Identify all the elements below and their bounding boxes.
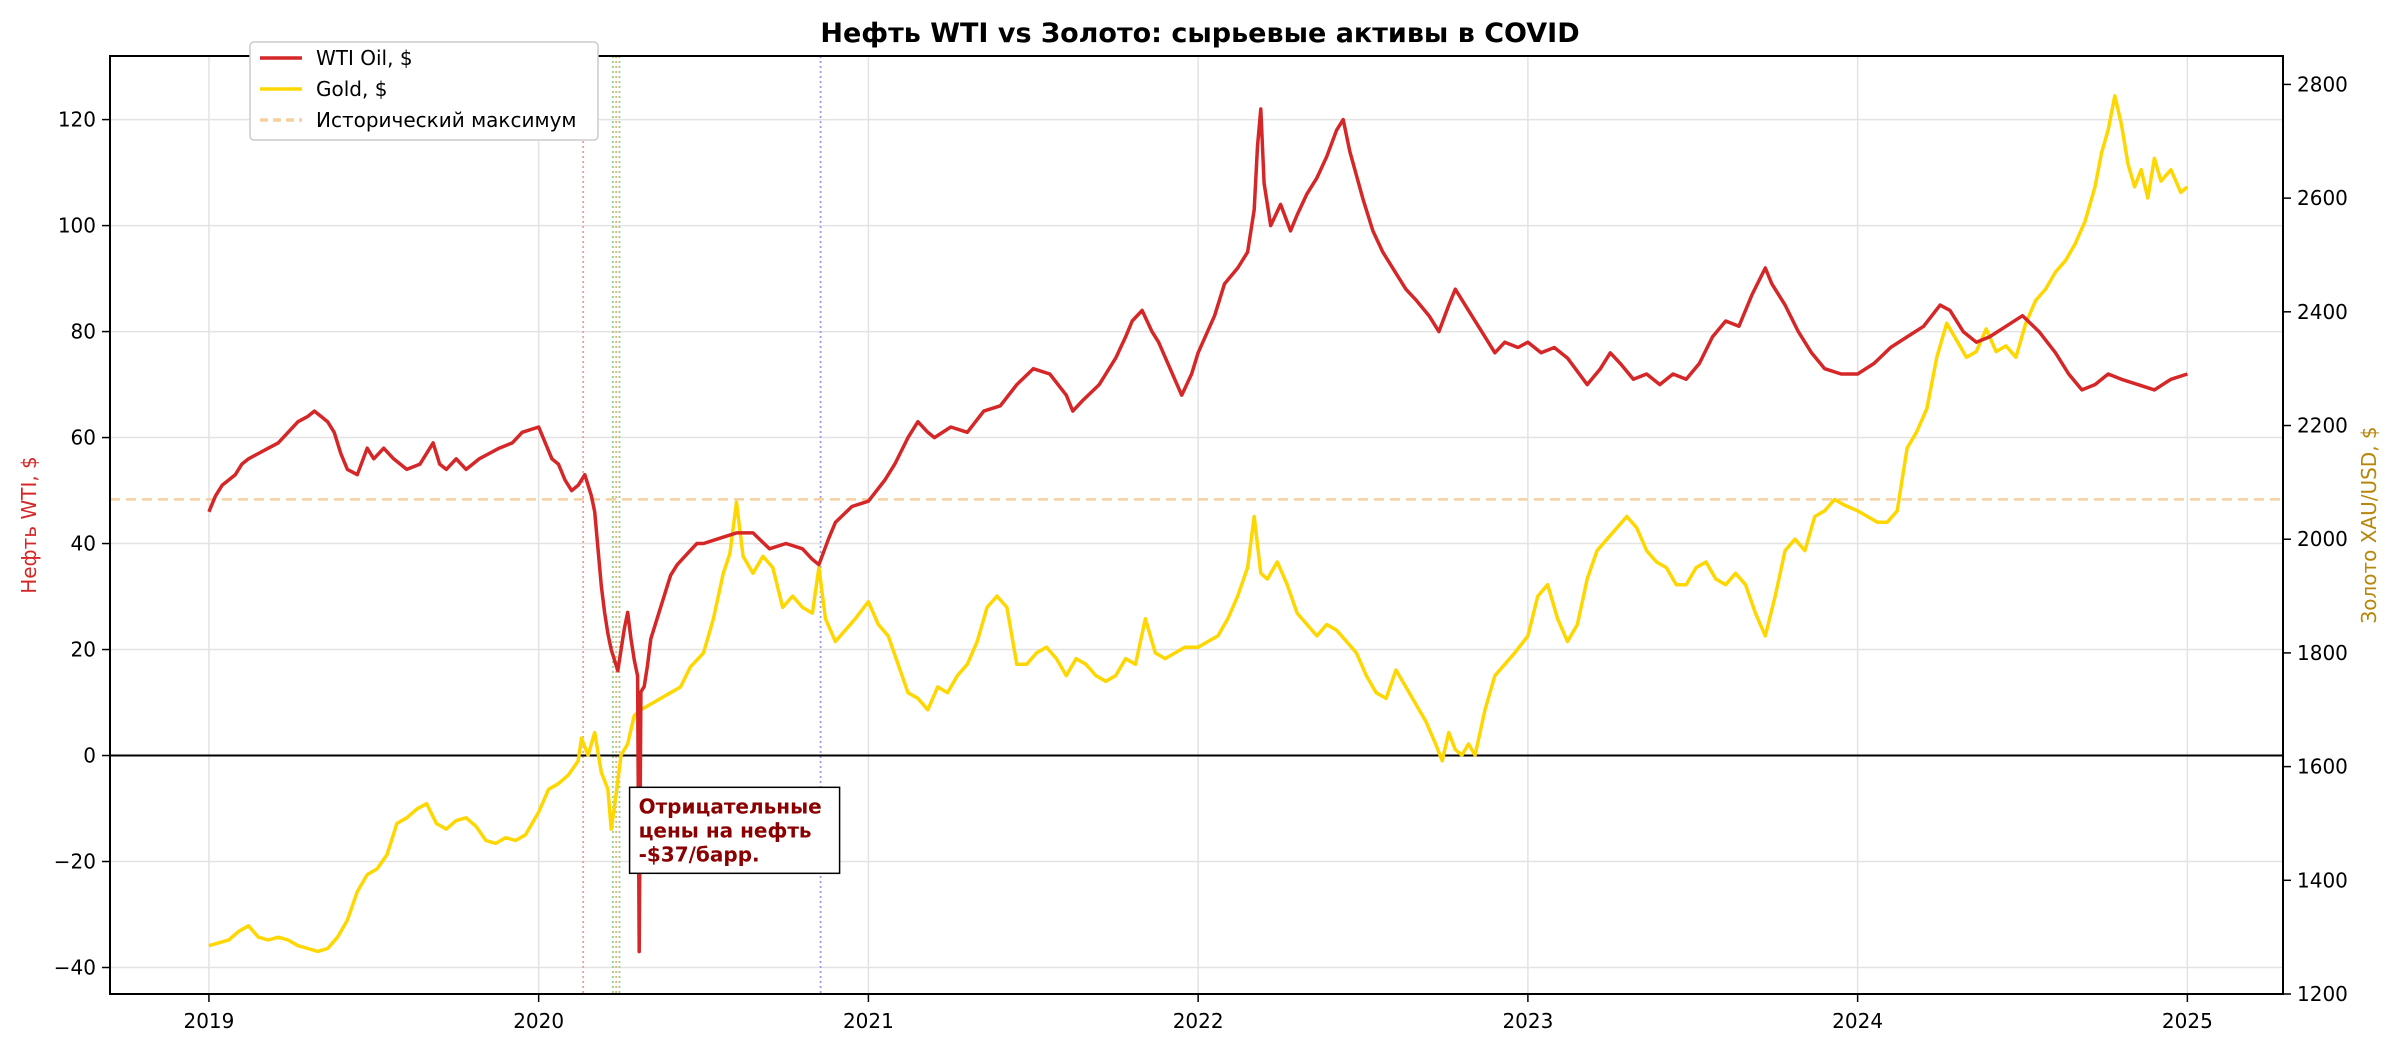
annotation-text-line: -$37/барр.	[639, 842, 760, 866]
legend: WTI Oil, $ Gold, $ Исторический максимум	[249, 41, 599, 141]
x-tick-label: 2020	[513, 1009, 564, 1033]
y-tick-label-left: 80	[71, 320, 96, 344]
y-tick-label-left: −20	[54, 850, 96, 874]
y-tick-label-right: 1200	[2297, 982, 2348, 1006]
plot-frame	[109, 55, 2284, 995]
annotation-text-line: Отрицательные	[639, 794, 822, 818]
y-tick-label-right: 1400	[2297, 868, 2348, 892]
series-layer	[207, 94, 2189, 954]
gold-series-line	[208, 94, 2189, 954]
x-tick-label: 2025	[2162, 1009, 2213, 1033]
y-tick-label-left: −40	[54, 956, 96, 980]
x-tick-label: 2019	[183, 1009, 234, 1033]
x-tick-label: 2021	[843, 1009, 894, 1033]
legend-box	[249, 41, 599, 141]
y-tick-label-left: 0	[83, 744, 96, 768]
x-tick-label: 2024	[1832, 1009, 1883, 1033]
oil-series-line	[207, 107, 2188, 954]
y-tick-label-right: 2800	[2297, 72, 2348, 96]
y-axis-label-right: Золото XAU/USD, $	[2357, 426, 2381, 623]
x-tick-label: 2022	[1173, 1009, 1224, 1033]
y-tick-label-left: 100	[58, 214, 96, 238]
annotation-box	[628, 786, 841, 875]
y-tick-label-left: 120	[58, 108, 96, 132]
y-tick-label-right: 2200	[2297, 414, 2348, 438]
y-tick-label-left: 60	[71, 426, 96, 450]
grid	[110, 56, 2283, 994]
chart-title: Нефть WTI vs Золото: сырьевые активы в C…	[820, 18, 1579, 49]
x-tick-label: 2023	[1502, 1009, 1553, 1033]
legend-item-oil-label: WTI Oil, $	[316, 46, 413, 70]
legend-item-gold-label: Gold, $	[316, 77, 387, 101]
reference-lines	[110, 498, 2283, 757]
y-tick-label-right: 2600	[2297, 186, 2348, 210]
y-tick-label-right: 1600	[2297, 755, 2348, 779]
y-tick-label-left: 40	[71, 532, 96, 556]
axes: 2019 2020 2021 2022 2023 2024 2025 −40 −20 0 20 40 6…	[54, 55, 2348, 1033]
y-tick-label-left: 20	[71, 638, 96, 662]
legend-item-historical-max-label: Исторический максимум	[316, 108, 577, 132]
y-tick-label-right: 1800	[2297, 641, 2348, 665]
annotation-text-line: цены на нефть	[639, 818, 812, 842]
y-axis-label-left: Нефть WTI, $	[17, 456, 41, 594]
y-tick-label-right: 2000	[2297, 527, 2348, 551]
y-tick-label-right: 2400	[2297, 300, 2348, 324]
